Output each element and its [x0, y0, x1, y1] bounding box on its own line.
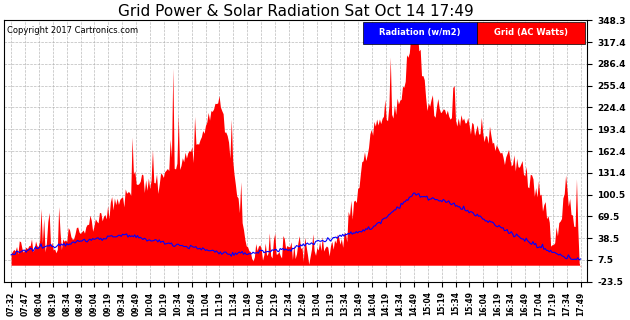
FancyBboxPatch shape — [363, 22, 477, 44]
Title: Grid Power & Solar Radiation Sat Oct 14 17:49: Grid Power & Solar Radiation Sat Oct 14 … — [118, 4, 474, 19]
Text: Radiation (w/m2): Radiation (w/m2) — [379, 28, 461, 37]
Text: Copyright 2017 Cartronics.com: Copyright 2017 Cartronics.com — [7, 26, 138, 35]
Text: Grid (AC Watts): Grid (AC Watts) — [494, 28, 568, 37]
FancyBboxPatch shape — [477, 22, 585, 44]
